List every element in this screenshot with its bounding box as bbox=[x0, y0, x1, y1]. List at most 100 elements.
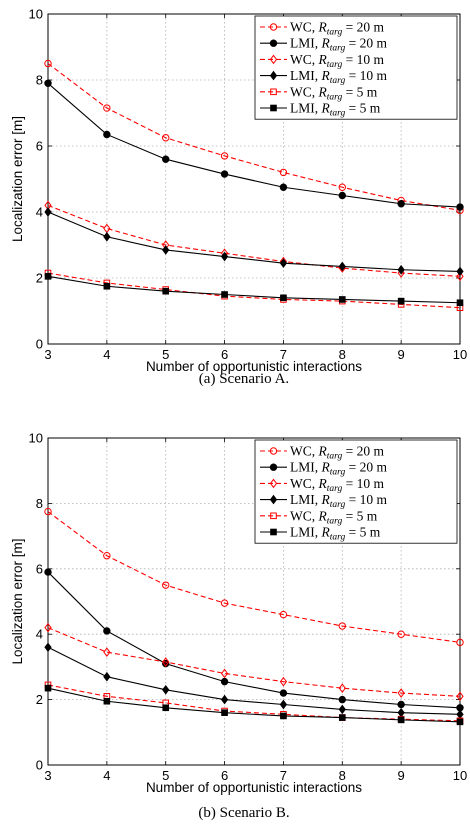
legend-marker bbox=[270, 512, 277, 520]
legend-entry-symbol: R bbox=[321, 101, 331, 116]
series-5 bbox=[44, 273, 464, 307]
data-point bbox=[456, 638, 464, 647]
data-point bbox=[103, 231, 111, 242]
data-point bbox=[162, 245, 170, 255]
series-line bbox=[47, 646, 461, 715]
legend-entry-symbol: R bbox=[318, 476, 328, 491]
data-point bbox=[44, 59, 52, 68]
data-point bbox=[220, 251, 229, 262]
legend-entry-subscript: targ bbox=[330, 76, 346, 86]
data-point bbox=[338, 261, 346, 272]
y-tick-label: 4 bbox=[36, 205, 43, 220]
legend-entry-name: WC, bbox=[290, 52, 319, 67]
data-point bbox=[456, 691, 464, 702]
legend-entry: LMI, Rtarg = 10 m bbox=[290, 68, 387, 86]
legend-marker bbox=[269, 70, 278, 81]
series-line bbox=[47, 627, 461, 697]
data-point bbox=[162, 134, 170, 142]
y-tick-label: 2 bbox=[36, 692, 43, 707]
y-tick-label: 2 bbox=[36, 271, 43, 286]
series-2 bbox=[44, 622, 464, 702]
data-point bbox=[162, 155, 170, 163]
legend-entry-value: = 10 m bbox=[342, 52, 384, 67]
chart-scenario-a: 3 4 5 6 7 8 9 10 0 2 4 6 8 10 Number of opportunistic … bbox=[10, 7, 467, 388]
legend-entry-symbol: R bbox=[318, 508, 328, 523]
legend-marker bbox=[270, 528, 277, 536]
x-tick-label: 9 bbox=[398, 768, 405, 783]
legend-entry-subscript: targ bbox=[327, 516, 343, 526]
legend-entry-subscript: targ bbox=[327, 484, 343, 494]
series-line bbox=[47, 211, 461, 272]
x-axis-label: Number of opportunistic interactions bbox=[146, 359, 362, 374]
chart-caption: (a) Scenario A. bbox=[199, 371, 289, 387]
legend-entry-symbol: R bbox=[321, 525, 331, 540]
legend-entry-name: WC, bbox=[290, 444, 319, 459]
legend-entry-symbol: R bbox=[318, 84, 328, 99]
legend-entry-symbol: R bbox=[321, 36, 331, 51]
data-point bbox=[44, 507, 52, 516]
data-point bbox=[456, 709, 464, 720]
legend-entry-value: = 5 m bbox=[342, 508, 377, 523]
legend-entry-value: = 10 m bbox=[345, 68, 387, 83]
data-point bbox=[280, 294, 287, 302]
legend-entry-subscript: targ bbox=[327, 28, 343, 38]
data-point bbox=[279, 168, 288, 177]
data-point bbox=[103, 647, 111, 658]
chart-scenario-b: 3 4 5 6 7 8 9 10 0 2 4 6 8 10 Number of opportunistic … bbox=[10, 431, 467, 822]
y-tick-label: 0 bbox=[36, 758, 43, 773]
legend-entry-value: = 5 m bbox=[342, 84, 377, 99]
legend-entry: WC, Rtarg = 20 m bbox=[290, 20, 384, 38]
legend-entry: LMI, Rtarg = 20 m bbox=[290, 460, 387, 478]
legend-entry-subscript: targ bbox=[330, 468, 346, 478]
series-line bbox=[47, 272, 461, 309]
legend-marker bbox=[269, 463, 278, 471]
legend-entry: LMI, Rtarg = 5 m bbox=[290, 101, 381, 119]
data-point bbox=[44, 79, 52, 88]
data-point bbox=[279, 699, 288, 710]
data-point bbox=[279, 183, 288, 191]
data-point bbox=[338, 683, 346, 693]
legend-entry-subscript: targ bbox=[327, 452, 343, 462]
data-point bbox=[456, 266, 464, 277]
series-line bbox=[47, 82, 461, 208]
x-tick-label: 8 bbox=[339, 768, 346, 783]
data-point bbox=[456, 203, 464, 211]
data-point bbox=[279, 689, 288, 697]
legend-entry-name: LMI, bbox=[290, 68, 322, 83]
legend-entry-subscript: targ bbox=[330, 533, 346, 543]
legend-entry-value: = 20 m bbox=[345, 36, 387, 51]
data-point bbox=[338, 191, 346, 200]
legend-entry-symbol: R bbox=[318, 52, 328, 67]
data-point bbox=[220, 170, 229, 178]
x-tick-label: 3 bbox=[44, 768, 51, 783]
data-point bbox=[397, 200, 405, 208]
legend-marker bbox=[270, 88, 277, 96]
series-line bbox=[47, 275, 461, 304]
data-point bbox=[221, 709, 228, 716]
legend-entry-value: = 10 m bbox=[342, 476, 384, 491]
data-point bbox=[338, 695, 346, 704]
data-point bbox=[221, 291, 228, 298]
x-tick-label: 3 bbox=[44, 347, 51, 362]
series-3 bbox=[44, 642, 464, 720]
chart-caption: (b) Scenario B. bbox=[198, 805, 289, 821]
legend-entry-value: = 5 m bbox=[345, 101, 380, 116]
legend-entry-symbol: R bbox=[321, 492, 331, 507]
data-point bbox=[103, 697, 111, 705]
data-point bbox=[44, 684, 52, 692]
x-axis-label: Number of opportunistic interactions bbox=[146, 780, 362, 795]
legend-entry-name: WC, bbox=[290, 84, 319, 99]
data-point bbox=[279, 610, 288, 619]
legend-entry: WC, Rtarg = 20 m bbox=[290, 444, 384, 462]
legend-entry: LMI, Rtarg = 10 m bbox=[290, 492, 387, 510]
x-tick-label: 4 bbox=[103, 768, 110, 783]
data-point bbox=[44, 568, 52, 576]
legend-entry-name: WC, bbox=[290, 476, 319, 491]
y-tick-label: 4 bbox=[36, 627, 43, 642]
data-point bbox=[44, 622, 52, 633]
data-point bbox=[103, 552, 111, 560]
legend-entry-name: LMI, bbox=[290, 460, 322, 475]
legend-entry: WC, Rtarg = 10 m bbox=[290, 52, 384, 70]
